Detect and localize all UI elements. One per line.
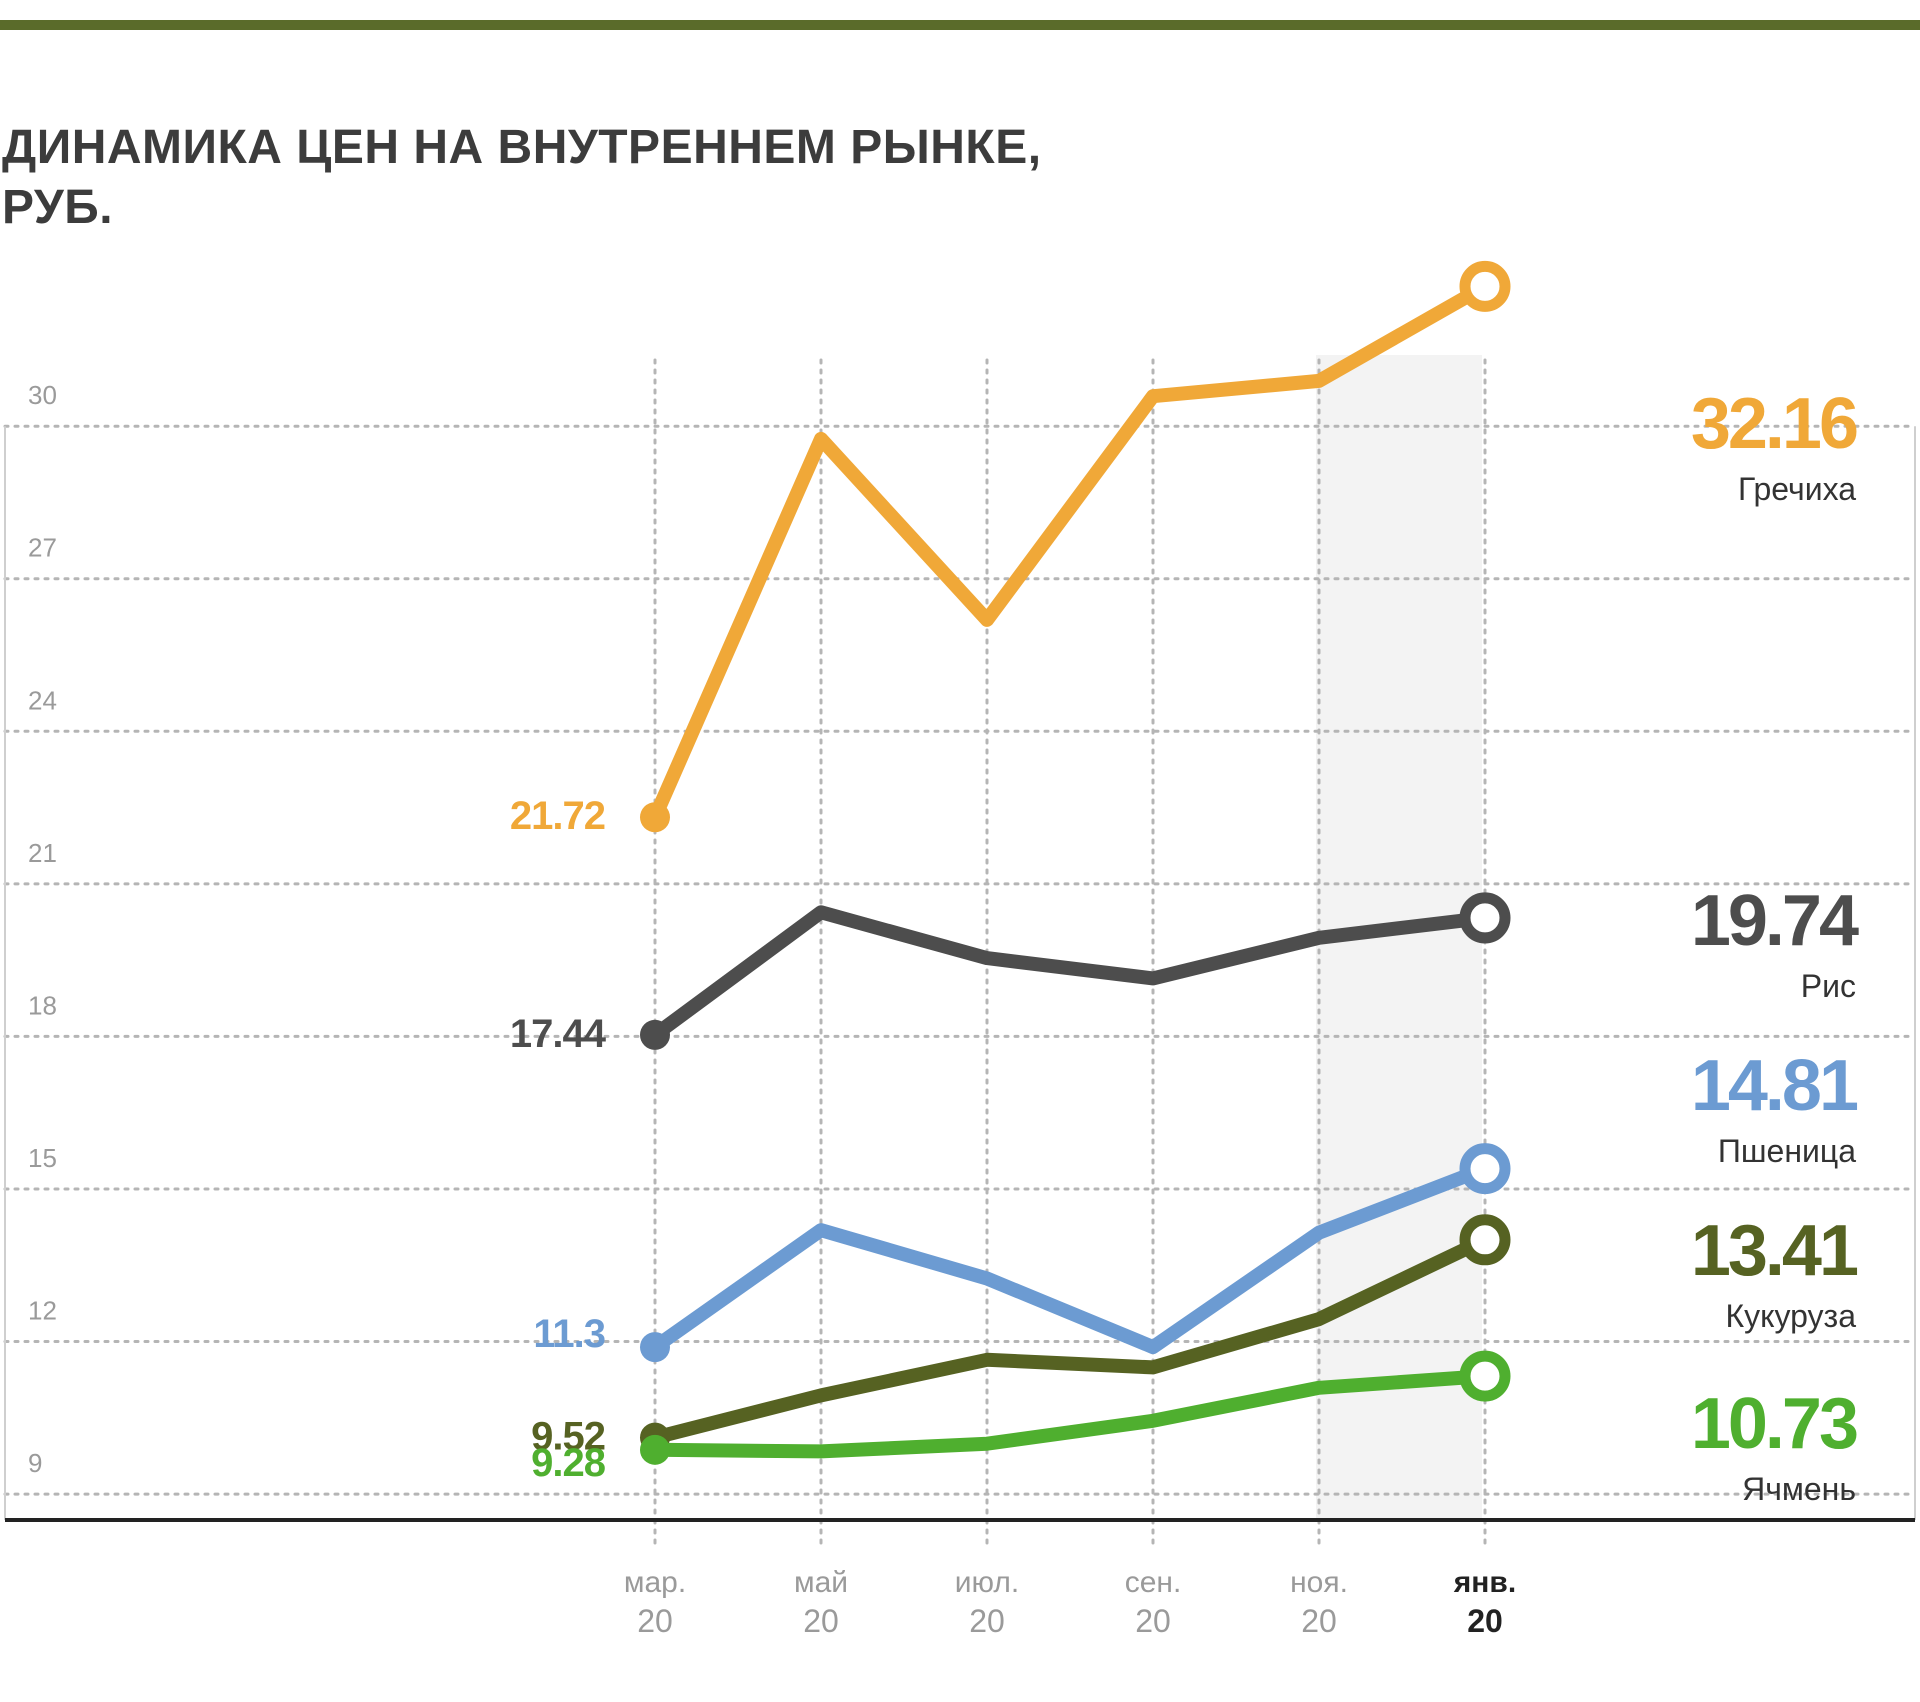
x-tick-month-1: май (794, 1566, 848, 1599)
x-tick-year-1: 20 (803, 1603, 839, 1639)
series-labels: 21.72 17.44 11.3 9.529.28 (510, 794, 608, 1485)
series-start-marker-1 (640, 1019, 670, 1050)
legend: 32.16 Гречиха 19.74 Рис 14.81 Пшеница 13.41 Кук… (1691, 384, 1862, 1507)
y-tick-label-12: 12 (28, 1296, 57, 1326)
x-tick-year-4: 20 (1301, 1603, 1337, 1639)
series-start-marker-0 (640, 802, 670, 833)
y-tick-label-9: 9 (28, 1448, 42, 1478)
x-tick-year-0: 20 (637, 1603, 673, 1639)
legend-value-3: 13.41 (1691, 1211, 1858, 1291)
x-tick-month-4: ноя. (1290, 1566, 1348, 1599)
series-end-marker-0 (1459, 260, 1511, 312)
legend-value-4: 10.73 (1691, 1384, 1857, 1464)
x-tick-year-5: 20 (1467, 1603, 1503, 1639)
legend-name-0: Гречиха (1738, 471, 1856, 507)
x-tick-year-3: 20 (1135, 1603, 1171, 1639)
legend-value-2: 14.81 (1691, 1046, 1858, 1126)
legend-name-4: Ячмень (1742, 1471, 1856, 1507)
y-tick-label-30: 30 (28, 380, 57, 410)
chart-title: ДИНАМИКА ЦЕН НА ВНУТРЕННЕМ РЫНКЕ, РУБ. (2, 118, 1042, 238)
series-start-marker-4 (640, 1434, 670, 1465)
x-tick-month-0: мар. (624, 1566, 686, 1599)
series-start-label-0: 21.72 (510, 794, 605, 838)
series-end-marker-3 (1459, 1214, 1511, 1266)
y-tick-label-18: 18 (28, 990, 57, 1020)
y-axis-ticks: 9 12 15 18 21 24 27 30 (28, 380, 57, 1478)
series-line-0 (648, 279, 1492, 825)
chart-title-line-2: РУБ. (2, 181, 114, 234)
legend-name-1: Рис (1801, 968, 1856, 1004)
y-tick-label-27: 27 (28, 533, 57, 563)
x-axis-ticks: мар. 20 май 20 июл. 20 сен. 20 ноя. 20 янв. 20 (624, 1566, 1516, 1639)
legend-name-3: Кукуруза (1725, 1298, 1856, 1334)
series-line-2 (648, 1161, 1492, 1355)
y-tick-label-21: 21 (28, 838, 57, 868)
legend-name-2: Пшеница (1718, 1133, 1856, 1169)
series-start-label-4: 9.28 (531, 1441, 606, 1485)
series-end-marker-4 (1459, 1350, 1511, 1402)
series-lines (640, 260, 1511, 1465)
x-tick-month-2: июл. (955, 1566, 1019, 1599)
series-start-label-2: 11.3 (533, 1312, 605, 1356)
y-tick-label-15: 15 (28, 1143, 57, 1173)
chart-title-line-1: ДИНАМИКА ЦЕН НА ВНУТРЕННЕМ РЫНКЕ, (2, 121, 1042, 174)
series-end-marker-2 (1459, 1143, 1511, 1195)
series-start-label-1: 17.44 (510, 1012, 607, 1056)
series-end-marker-1 (1459, 892, 1511, 944)
series-line-3 (648, 1232, 1492, 1445)
series-line-1 (648, 905, 1492, 1042)
series-start-marker-2 (640, 1332, 670, 1363)
series-line-4 (648, 1369, 1492, 1459)
x-tick-month-3: сен. (1125, 1566, 1182, 1599)
y-tick-label-24: 24 (28, 685, 57, 715)
series-start-label-3: 9.52 (531, 1415, 605, 1459)
x-tick-month-5: янв. (1453, 1566, 1516, 1599)
top-rule (0, 20, 1920, 30)
legend-value-1: 19.74 (1691, 881, 1859, 961)
legend-value-0: 32.16 (1691, 384, 1857, 464)
x-tick-year-2: 20 (969, 1603, 1005, 1639)
